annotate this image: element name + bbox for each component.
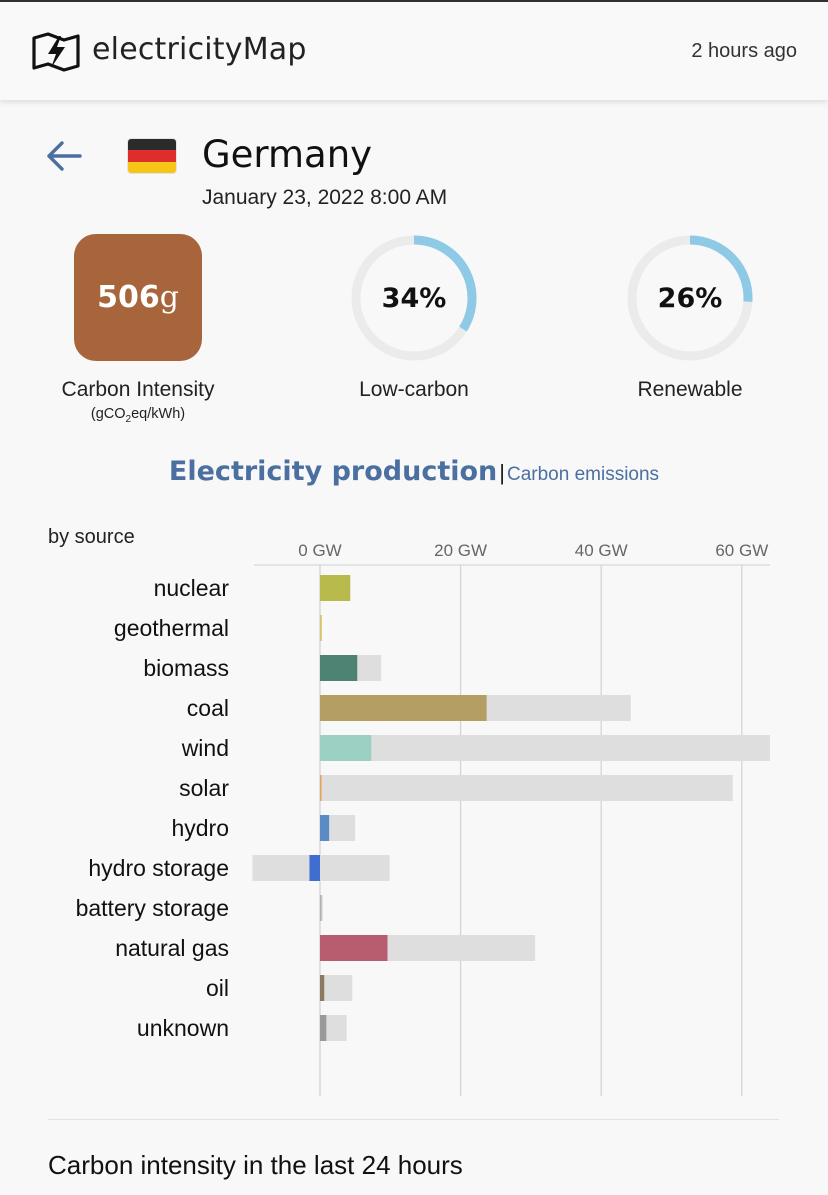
last-updated: 2 hours ago xyxy=(691,40,797,62)
tab-electricity-production[interactable]: Electricity production xyxy=(168,456,498,487)
category-label: coal xyxy=(187,695,229,721)
section-title: Carbon intensity in the last 24 hours xyxy=(48,1150,463,1180)
production-bar xyxy=(320,815,330,841)
capacity-bar xyxy=(252,855,390,881)
production-bar xyxy=(320,575,351,601)
category-label: biomass xyxy=(143,655,229,681)
datetime: January 23, 2022 8:00 AM xyxy=(202,186,448,209)
carbon-intensity-unit: g xyxy=(159,280,179,315)
flag-stripe-red xyxy=(128,150,176,162)
production-bar xyxy=(320,1015,327,1041)
flag-stripe-black xyxy=(128,139,176,151)
carbon-intensity-value: 506 xyxy=(97,280,160,315)
country-name: Germany xyxy=(202,133,373,176)
category-label: hydro storage xyxy=(88,855,229,881)
production-bar xyxy=(320,735,372,761)
carbon-intensity-label: Carbon Intensity xyxy=(61,378,215,401)
category-label: hydro xyxy=(171,815,229,841)
production-bar xyxy=(320,775,322,801)
capacity-bar xyxy=(320,735,770,761)
category-label: natural gas xyxy=(115,935,229,961)
back-arrow-icon[interactable] xyxy=(44,138,84,174)
units-suffix: eq/kWh) xyxy=(131,406,186,422)
production-bar xyxy=(320,695,487,721)
tab-separator: | xyxy=(499,460,505,485)
carbon-intensity-box: 506 g xyxy=(74,234,202,361)
lightning-map-icon[interactable] xyxy=(30,32,82,72)
app-header: electricityMap 2 hours ago xyxy=(0,2,828,100)
production-bar xyxy=(320,895,322,921)
capacity-bar xyxy=(320,975,353,1001)
gauge-arc xyxy=(413,235,477,332)
germany-flag-icon xyxy=(128,139,176,173)
chart-mode-tabs: Electricity production| Carbon emissions xyxy=(0,456,828,487)
tab-carbon-emissions[interactable]: Carbon emissions xyxy=(506,464,660,485)
units-subscript: 2 xyxy=(125,413,132,425)
x-tick-label: 0 GW xyxy=(298,541,341,560)
section-divider xyxy=(48,1119,779,1120)
chart-ylabel: by source xyxy=(48,526,135,548)
production-bar xyxy=(320,935,388,961)
renewable-value: 26% xyxy=(657,282,723,314)
category-label: unknown xyxy=(137,1015,229,1041)
top-border xyxy=(0,0,828,2)
x-tick-label: 60 GW xyxy=(715,541,768,560)
renewable-gauge: 26% xyxy=(625,233,755,363)
category-label: geothermal xyxy=(114,615,229,641)
production-bar xyxy=(320,975,325,1001)
units-prefix: (gCO xyxy=(90,406,126,422)
low-carbon-gauge: 34% xyxy=(349,233,479,363)
category-label: battery storage xyxy=(76,895,229,921)
capacity-bar xyxy=(320,775,733,801)
flag-stripe-gold xyxy=(128,161,176,173)
low-carbon-value: 34% xyxy=(381,282,447,314)
x-tick-label: 40 GW xyxy=(575,541,628,560)
category-label: wind xyxy=(181,735,229,761)
x-tick-label: 20 GW xyxy=(434,541,487,560)
renewable-label: Renewable xyxy=(637,378,743,401)
category-label: solar xyxy=(179,775,229,801)
production-bar-chart: 0 GW 20 GW 40 GW 60 GW nuclear geothermal biom… xyxy=(76,541,770,1096)
production-bar xyxy=(320,615,322,641)
carbon-intensity-units: (gCO2eq/kWh) xyxy=(40,406,236,425)
category-label: nuclear xyxy=(154,575,230,601)
low-carbon-label: Low-carbon xyxy=(359,378,469,401)
category-label: oil xyxy=(206,975,229,1001)
brand-name[interactable]: electricityMap xyxy=(92,32,307,67)
production-bar xyxy=(309,855,320,881)
production-bar xyxy=(320,655,358,681)
gauge-arc xyxy=(689,235,753,302)
